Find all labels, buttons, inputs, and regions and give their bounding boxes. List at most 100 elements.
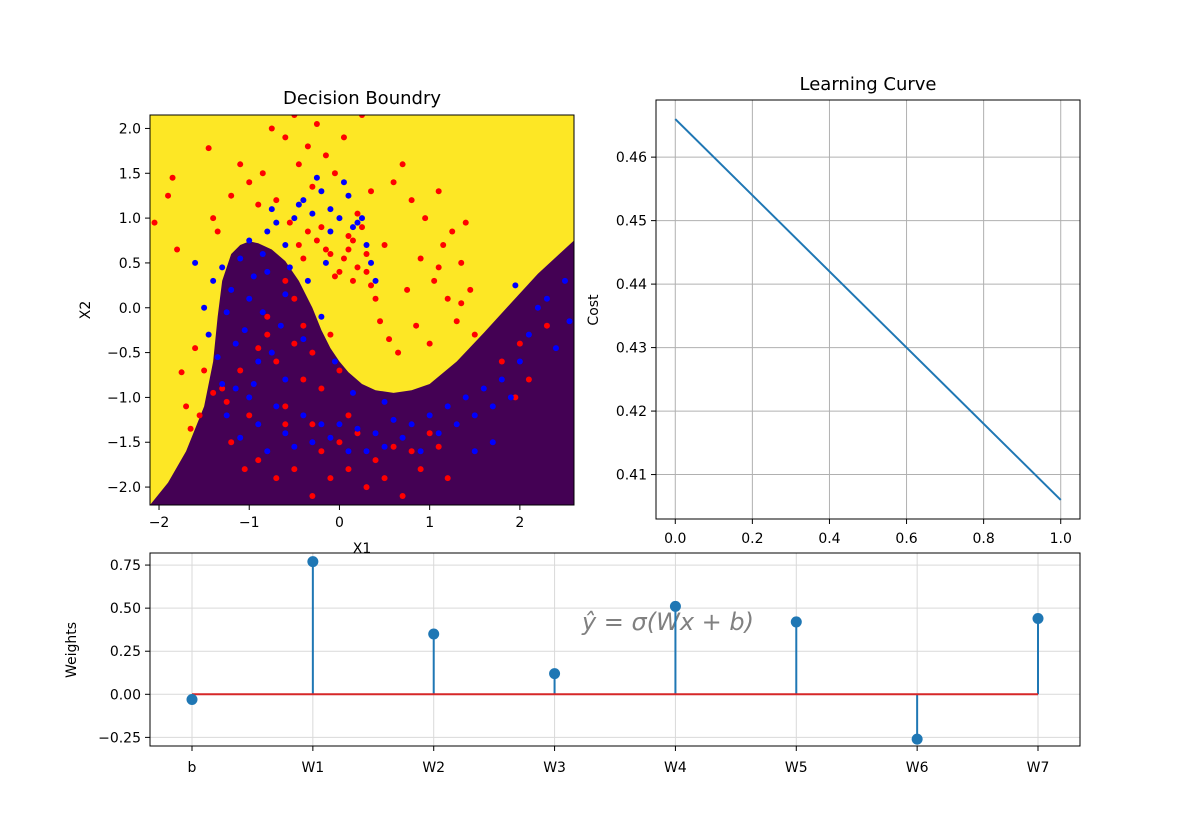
blue-point xyxy=(471,448,478,455)
red-point xyxy=(336,439,343,446)
y-tick-label: −2.0 xyxy=(107,480,141,496)
blue-point xyxy=(331,358,338,365)
weight-marker xyxy=(186,693,198,705)
blue-point xyxy=(408,421,415,428)
red-point xyxy=(417,255,424,262)
red-point xyxy=(210,389,217,396)
blue-point xyxy=(354,425,361,432)
blue-point xyxy=(237,255,244,262)
blue-point xyxy=(259,309,266,316)
blue-point xyxy=(368,259,375,266)
weight-marker xyxy=(669,600,681,612)
y-tick-label: 0.0 xyxy=(119,301,141,317)
blue-point xyxy=(273,403,280,410)
red-point xyxy=(313,120,320,127)
blue-point xyxy=(228,286,235,293)
red-point xyxy=(255,201,262,208)
blue-point xyxy=(354,219,361,226)
blue-point xyxy=(255,358,262,365)
red-point xyxy=(151,219,158,226)
weight-marker xyxy=(549,668,561,680)
x-tick-label: 0.2 xyxy=(741,531,763,547)
learning-curve-xticks: 0.0 0.2 0.4 0.6 0.8 1.0 xyxy=(664,519,1072,547)
blue-point xyxy=(381,398,388,405)
red-point xyxy=(300,255,307,262)
red-point xyxy=(327,331,334,338)
red-point xyxy=(444,475,451,482)
red-point xyxy=(300,322,307,329)
blue-point xyxy=(232,340,239,347)
red-point xyxy=(304,228,311,235)
red-point xyxy=(417,466,424,473)
red-point xyxy=(165,192,172,199)
red-point xyxy=(395,349,402,356)
blue-point xyxy=(561,277,568,284)
red-point xyxy=(525,376,532,383)
red-point xyxy=(408,197,415,204)
red-point xyxy=(237,161,244,168)
blue-point xyxy=(363,242,370,248)
red-point xyxy=(259,170,266,177)
blue-point xyxy=(237,434,244,441)
blue-point xyxy=(318,188,325,195)
blue-point xyxy=(327,206,334,213)
blue-point xyxy=(300,197,307,204)
blue-point xyxy=(516,358,523,365)
red-point xyxy=(282,134,289,141)
blue-point xyxy=(372,277,379,284)
blue-point xyxy=(291,215,298,222)
red-point xyxy=(192,345,199,352)
blue-point xyxy=(480,385,487,392)
weights-panel-background xyxy=(150,553,1080,746)
blue-point xyxy=(453,421,460,428)
x-tick-label: −2 xyxy=(149,515,170,531)
red-point xyxy=(363,268,370,275)
red-point xyxy=(458,259,465,266)
red-point xyxy=(214,228,221,235)
blue-point xyxy=(268,349,275,356)
red-point xyxy=(304,143,311,150)
red-point xyxy=(399,493,406,500)
red-point xyxy=(431,277,438,284)
red-point xyxy=(512,394,519,401)
learning-curve-title: Learning Curve xyxy=(800,74,937,95)
x-tick-label: b xyxy=(188,760,197,776)
weight-marker xyxy=(428,628,440,640)
y-tick-label: 0.25 xyxy=(110,644,141,660)
red-point xyxy=(201,367,208,374)
red-point xyxy=(246,179,253,186)
red-point xyxy=(435,443,442,450)
red-point xyxy=(471,331,478,338)
blue-point xyxy=(381,443,388,450)
red-point xyxy=(345,246,352,253)
blue-point xyxy=(201,304,208,311)
blue-point xyxy=(426,412,433,419)
red-point xyxy=(363,250,370,257)
red-point xyxy=(187,425,194,432)
blue-point xyxy=(282,376,289,383)
blue-point xyxy=(246,295,253,302)
blue-point xyxy=(313,174,320,181)
blue-point xyxy=(390,416,397,423)
red-point xyxy=(498,358,505,365)
learning-curve-ylabel: Cost xyxy=(586,294,602,326)
blue-point xyxy=(277,322,284,329)
red-point xyxy=(340,255,347,262)
weights-ylabel: Weights xyxy=(64,622,80,678)
blue-point xyxy=(295,201,302,208)
red-point xyxy=(462,219,469,226)
red-point xyxy=(309,421,316,428)
blue-point xyxy=(246,237,253,244)
red-point xyxy=(363,484,370,491)
blue-point xyxy=(268,206,275,213)
blue-point xyxy=(219,380,226,387)
red-point xyxy=(449,228,456,235)
y-tick-label: 0.00 xyxy=(110,687,141,703)
weight-marker xyxy=(790,616,802,628)
red-point xyxy=(354,210,361,217)
red-point xyxy=(327,250,334,257)
red-point xyxy=(309,349,316,356)
x-tick-label: 0.6 xyxy=(895,531,917,547)
red-point xyxy=(381,475,388,482)
